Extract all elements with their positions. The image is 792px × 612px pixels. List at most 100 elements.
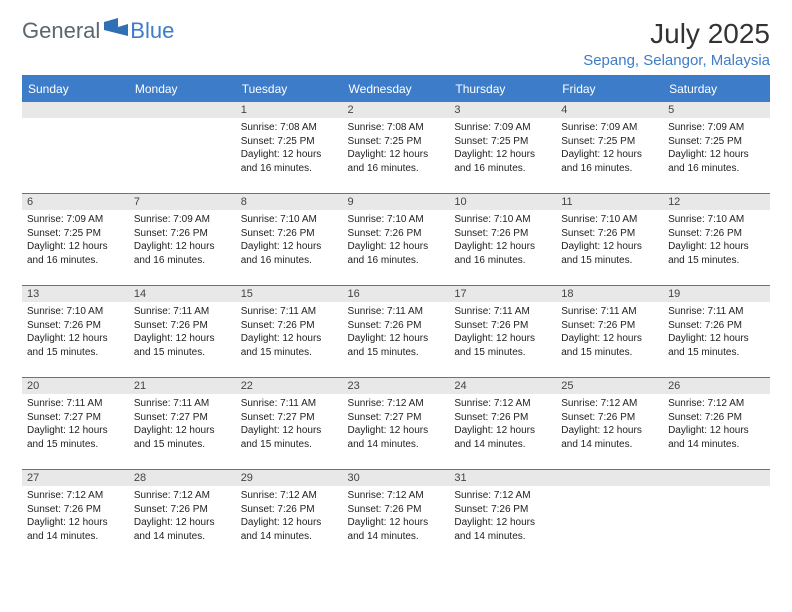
- day-details: Sunrise: 7:12 AM Sunset: 7:26 PM Daylight:…: [556, 394, 663, 455]
- sunset-line: Sunset: 7:26 PM: [348, 228, 422, 239]
- sunset-line: Sunset: 7:26 PM: [561, 412, 635, 423]
- day-details: Sunrise: 7:09 AMSunset: 7:25 PMDaylight:…: [556, 118, 663, 179]
- sunset-line: Sunset: 7:26 PM: [134, 228, 208, 239]
- sunrise-line: Sunrise: 7:12 AM: [134, 490, 210, 501]
- sunset-line: Sunset: 7:26 PM: [454, 320, 528, 331]
- calendar-cell: 11Sunrise: 7:10 AMSunset: 7:26 PMDayligh…: [556, 193, 663, 285]
- day-number: 29: [236, 469, 343, 486]
- sunrise-line: Sunrise: 7:12 AM: [668, 398, 744, 409]
- calendar-head: SundayMondayTuesdayWednesdayThursdayFrid…: [22, 77, 770, 101]
- daylight-line: Daylight: 12 hours and 14 minutes.: [348, 517, 429, 542]
- daylight-line: Daylight: 12 hours and 14 minutes.: [561, 425, 642, 450]
- calendar-cell: 10Sunrise: 7:10 AMSunset: 7:26 PMDayligh…: [449, 193, 556, 285]
- day-details: Sunrise: 7:12 AMSunset: 7:26 PMDaylight:…: [22, 486, 129, 547]
- sunset-line: Sunset: 7:26 PM: [668, 320, 742, 331]
- day-details: Sunrise: 7:09 AMSunset: 7:25 PMDaylight:…: [22, 210, 129, 271]
- calendar-body: 1Sunrise: 7:08 AMSunset: 7:25 PMDaylight…: [22, 101, 770, 561]
- daylight-line: Daylight: 12 hours and 16 minutes.: [454, 241, 535, 266]
- title-block: July 2025 Sepang, Selangor, Malaysia: [583, 18, 770, 69]
- calendar-cell: 22Sunrise: 7:11 AMSunset: 7:27 PMDayligh…: [236, 377, 343, 469]
- sunset-line: Sunset: 7:27 PM: [27, 412, 101, 423]
- calendar-cell: 6Sunrise: 7:09 AMSunset: 7:25 PMDaylight…: [22, 193, 129, 285]
- weekday-header: Monday: [129, 77, 236, 101]
- day-number: 10: [449, 193, 556, 210]
- daylight-line: Daylight: 12 hours and 14 minutes.: [27, 517, 108, 542]
- day-details: Sunrise: 7:11 AMSunset: 7:27 PMDaylight:…: [236, 394, 343, 455]
- day-number-empty: [22, 101, 129, 118]
- calendar-cell: 1Sunrise: 7:08 AMSunset: 7:25 PMDaylight…: [236, 101, 343, 193]
- day-number: 24: [449, 377, 556, 394]
- day-number: 21: [129, 377, 236, 394]
- brand-logo: General Blue: [22, 18, 174, 44]
- day-number: 2: [343, 101, 450, 118]
- sunrise-line: Sunrise: 7:11 AM: [27, 398, 102, 409]
- daylight-line: Daylight: 12 hours and 16 minutes.: [668, 149, 749, 174]
- sunset-line: Sunset: 7:26 PM: [241, 504, 315, 515]
- calendar-cell: 26Sunrise: 7:12 AMSunset: 7:26 PMDayligh…: [663, 377, 770, 469]
- day-number-empty: [663, 469, 770, 486]
- sunset-line: Sunset: 7:25 PM: [561, 136, 635, 147]
- calendar-row: 13Sunrise: 7:10 AMSunset: 7:26 PMDayligh…: [22, 285, 770, 377]
- calendar-cell: 23Sunrise: 7:12 AMSunset: 7:27 PMDayligh…: [343, 377, 450, 469]
- calendar-cell: 18Sunrise: 7:11 AMSunset: 7:26 PMDayligh…: [556, 285, 663, 377]
- day-number-empty: [129, 101, 236, 118]
- calendar-cell: 20Sunrise: 7:11 AMSunset: 7:27 PMDayligh…: [22, 377, 129, 469]
- day-details: Sunrise: 7:10 AMSunset: 7:26 PMDaylight:…: [556, 210, 663, 271]
- sunrise-line: Sunrise: 7:11 AM: [348, 306, 423, 317]
- daylight-line: Daylight: 12 hours and 15 minutes.: [668, 333, 749, 358]
- day-number: 5: [663, 101, 770, 118]
- day-details: Sunrise: 7:11 AMSunset: 7:27 PMDaylight:…: [22, 394, 129, 455]
- day-details: Sunrise: 7:12 AM Sunset: 7:26 PM Daylight:…: [129, 486, 236, 547]
- day-number: 14: [129, 285, 236, 302]
- sunset-line: Sunset: 7:26 PM: [454, 412, 528, 423]
- day-details: Sunrise: 7:09 AMSunset: 7:25 PMDaylight:…: [663, 118, 770, 179]
- sunset-line: Sunset: 7:26 PM: [134, 504, 208, 515]
- sunset-line: Sunset: 7:26 PM: [241, 320, 315, 331]
- day-details: Sunrise: 7:11 AMSunset: 7:26 PMDaylight:…: [129, 302, 236, 363]
- sunset-line: Sunset: 7:25 PM: [241, 136, 315, 147]
- daylight-line: Daylight: 12 hours and 14 minutes.: [241, 517, 322, 542]
- day-number: 9: [343, 193, 450, 210]
- sunset-line: Sunset: 7:27 PM: [348, 412, 422, 423]
- weekday-header: Thursday: [449, 77, 556, 101]
- calendar-row: 6Sunrise: 7:09 AMSunset: 7:25 PMDaylight…: [22, 193, 770, 285]
- daylight-line: Daylight: 12 hours and 16 minutes.: [134, 241, 215, 266]
- day-number: 25: [556, 377, 663, 394]
- sunrise-line: Sunrise: 7:12 AM: [348, 490, 424, 501]
- day-details: Sunrise: 7:11 AMSunset: 7:27 PMDaylight:…: [129, 394, 236, 455]
- calendar-cell: 19Sunrise: 7:11 AMSunset: 7:26 PMDayligh…: [663, 285, 770, 377]
- daylight-line: Daylight: 12 hours and 15 minutes.: [454, 333, 535, 358]
- day-details: Sunrise: 7:08 AMSunset: 7:25 PMDaylight:…: [236, 118, 343, 179]
- sunrise-line: Sunrise: 7:11 AM: [241, 306, 316, 317]
- daylight-line: Daylight: 12 hours and 14 minutes.: [454, 425, 535, 450]
- daylight-line: Daylight: 12 hours and 14 minutes.: [134, 517, 215, 542]
- day-details: Sunrise: 7:12 AMSunset: 7:26 PMDaylight:…: [236, 486, 343, 547]
- daylight-line: Daylight: 12 hours and 14 minutes.: [348, 425, 429, 450]
- sunrise-line: Sunrise: 7:12 AM: [561, 398, 637, 409]
- day-number: 1: [236, 101, 343, 118]
- day-number: 3: [449, 101, 556, 118]
- day-number: 15: [236, 285, 343, 302]
- sunrise-line: Sunrise: 7:10 AM: [668, 214, 744, 225]
- calendar-cell: 13Sunrise: 7:10 AMSunset: 7:26 PMDayligh…: [22, 285, 129, 377]
- location-label: Sepang, Selangor, Malaysia: [583, 52, 770, 69]
- sunset-line: Sunset: 7:27 PM: [134, 412, 208, 423]
- sunrise-line: Sunrise: 7:08 AM: [348, 122, 424, 133]
- sunrise-line: Sunrise: 7:10 AM: [27, 306, 103, 317]
- sunrise-line: Sunrise: 7:11 AM: [134, 398, 209, 409]
- weekday-header: Wednesday: [343, 77, 450, 101]
- calendar-cell: 30Sunrise: 7:12 AMSunset: 7:26 PMDayligh…: [343, 469, 450, 561]
- day-details: Sunrise: 7:12 AMSunset: 7:26 PMDaylight:…: [343, 486, 450, 547]
- sunrise-line: Sunrise: 7:09 AM: [561, 122, 637, 133]
- daylight-line: Daylight: 12 hours and 15 minutes.: [27, 333, 108, 358]
- sunset-line: Sunset: 7:26 PM: [134, 320, 208, 331]
- day-details: Sunrise: 7:09 AMSunset: 7:26 PMDaylight:…: [129, 210, 236, 271]
- sunset-line: Sunset: 7:26 PM: [561, 320, 635, 331]
- day-number: 26: [663, 377, 770, 394]
- sunset-line: Sunset: 7:27 PM: [241, 412, 315, 423]
- calendar-cell: [556, 469, 663, 561]
- daylight-line: Daylight: 12 hours and 16 minutes.: [348, 241, 429, 266]
- day-details: Sunrise: 7:10 AMSunset: 7:26 PMDaylight:…: [236, 210, 343, 271]
- calendar-cell: 3Sunrise: 7:09 AMSunset: 7:25 PMDaylight…: [449, 101, 556, 193]
- sunrise-line: Sunrise: 7:11 AM: [561, 306, 636, 317]
